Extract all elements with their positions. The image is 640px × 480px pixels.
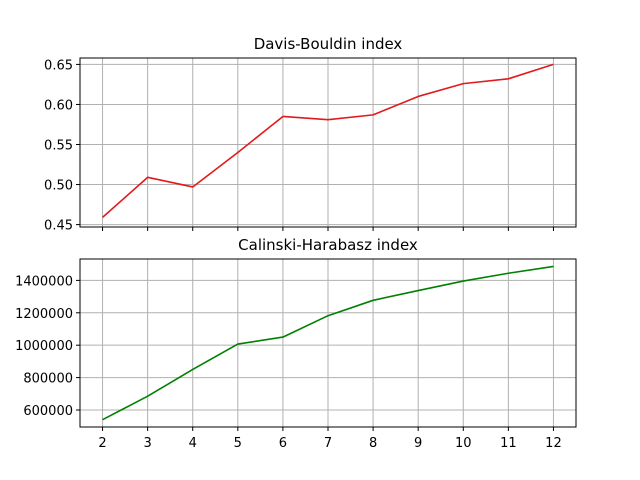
series-line <box>102 265 554 421</box>
y-tick-label: 0.45 <box>44 219 73 234</box>
x-tick-labels: 2 3 4 5 6 7 8 9 10 11 12 <box>98 436 561 451</box>
y-tick-label: 0.55 <box>44 139 73 154</box>
axes-frame <box>79 258 577 428</box>
x-tick-label: 10 <box>455 436 472 451</box>
y-tick-label: 1400000 <box>15 274 73 289</box>
x-tick-label: 12 <box>545 436 562 451</box>
y-tick-label: 1200000 <box>15 307 73 322</box>
y-tick-label: 0.50 <box>44 179 73 194</box>
davis-bouldin-panel: Davis-Bouldin index 0.45 0.50 0.55 0.60 0.65 <box>44 35 577 234</box>
x-tick-label: 7 <box>324 436 332 451</box>
x-tick-label: 6 <box>279 436 287 451</box>
x-tick-label: 8 <box>369 436 377 451</box>
x-tick-label: 2 <box>98 436 106 451</box>
y-tick-marks <box>76 63 80 226</box>
gridlines <box>80 58 576 227</box>
x-tick-marks <box>102 427 554 431</box>
y-tick-labels: 600000 800000 1000000 1200000 1400000 <box>15 274 73 419</box>
y-tick-label: 0.60 <box>44 98 73 113</box>
y-tick-label: 1000000 <box>15 339 73 354</box>
x-tick-label: 3 <box>143 436 151 451</box>
panel-title: Calinski-Harabasz index <box>238 236 418 254</box>
y-tick-marks <box>76 279 80 411</box>
y-tick-label: 800000 <box>23 372 73 387</box>
x-tick-label: 9 <box>414 436 422 451</box>
x-tick-label: 4 <box>189 436 197 451</box>
y-tick-label: 600000 <box>23 404 73 419</box>
y-tick-labels: 0.45 0.50 0.55 0.60 0.65 <box>44 58 73 233</box>
x-tick-label: 5 <box>234 436 242 451</box>
gridlines <box>80 259 576 427</box>
x-tick-marks <box>102 227 554 231</box>
series-layer <box>102 265 554 421</box>
y-tick-label: 0.65 <box>44 58 73 73</box>
panel-title: Davis-Bouldin index <box>254 35 403 53</box>
calinski-harabasz-panel: Calinski-Harabasz index 600000 800000 1000… <box>15 236 577 451</box>
series-layer <box>102 63 554 218</box>
axes-frame <box>79 57 577 228</box>
x-tick-label: 11 <box>500 436 517 451</box>
series-line <box>102 63 554 218</box>
